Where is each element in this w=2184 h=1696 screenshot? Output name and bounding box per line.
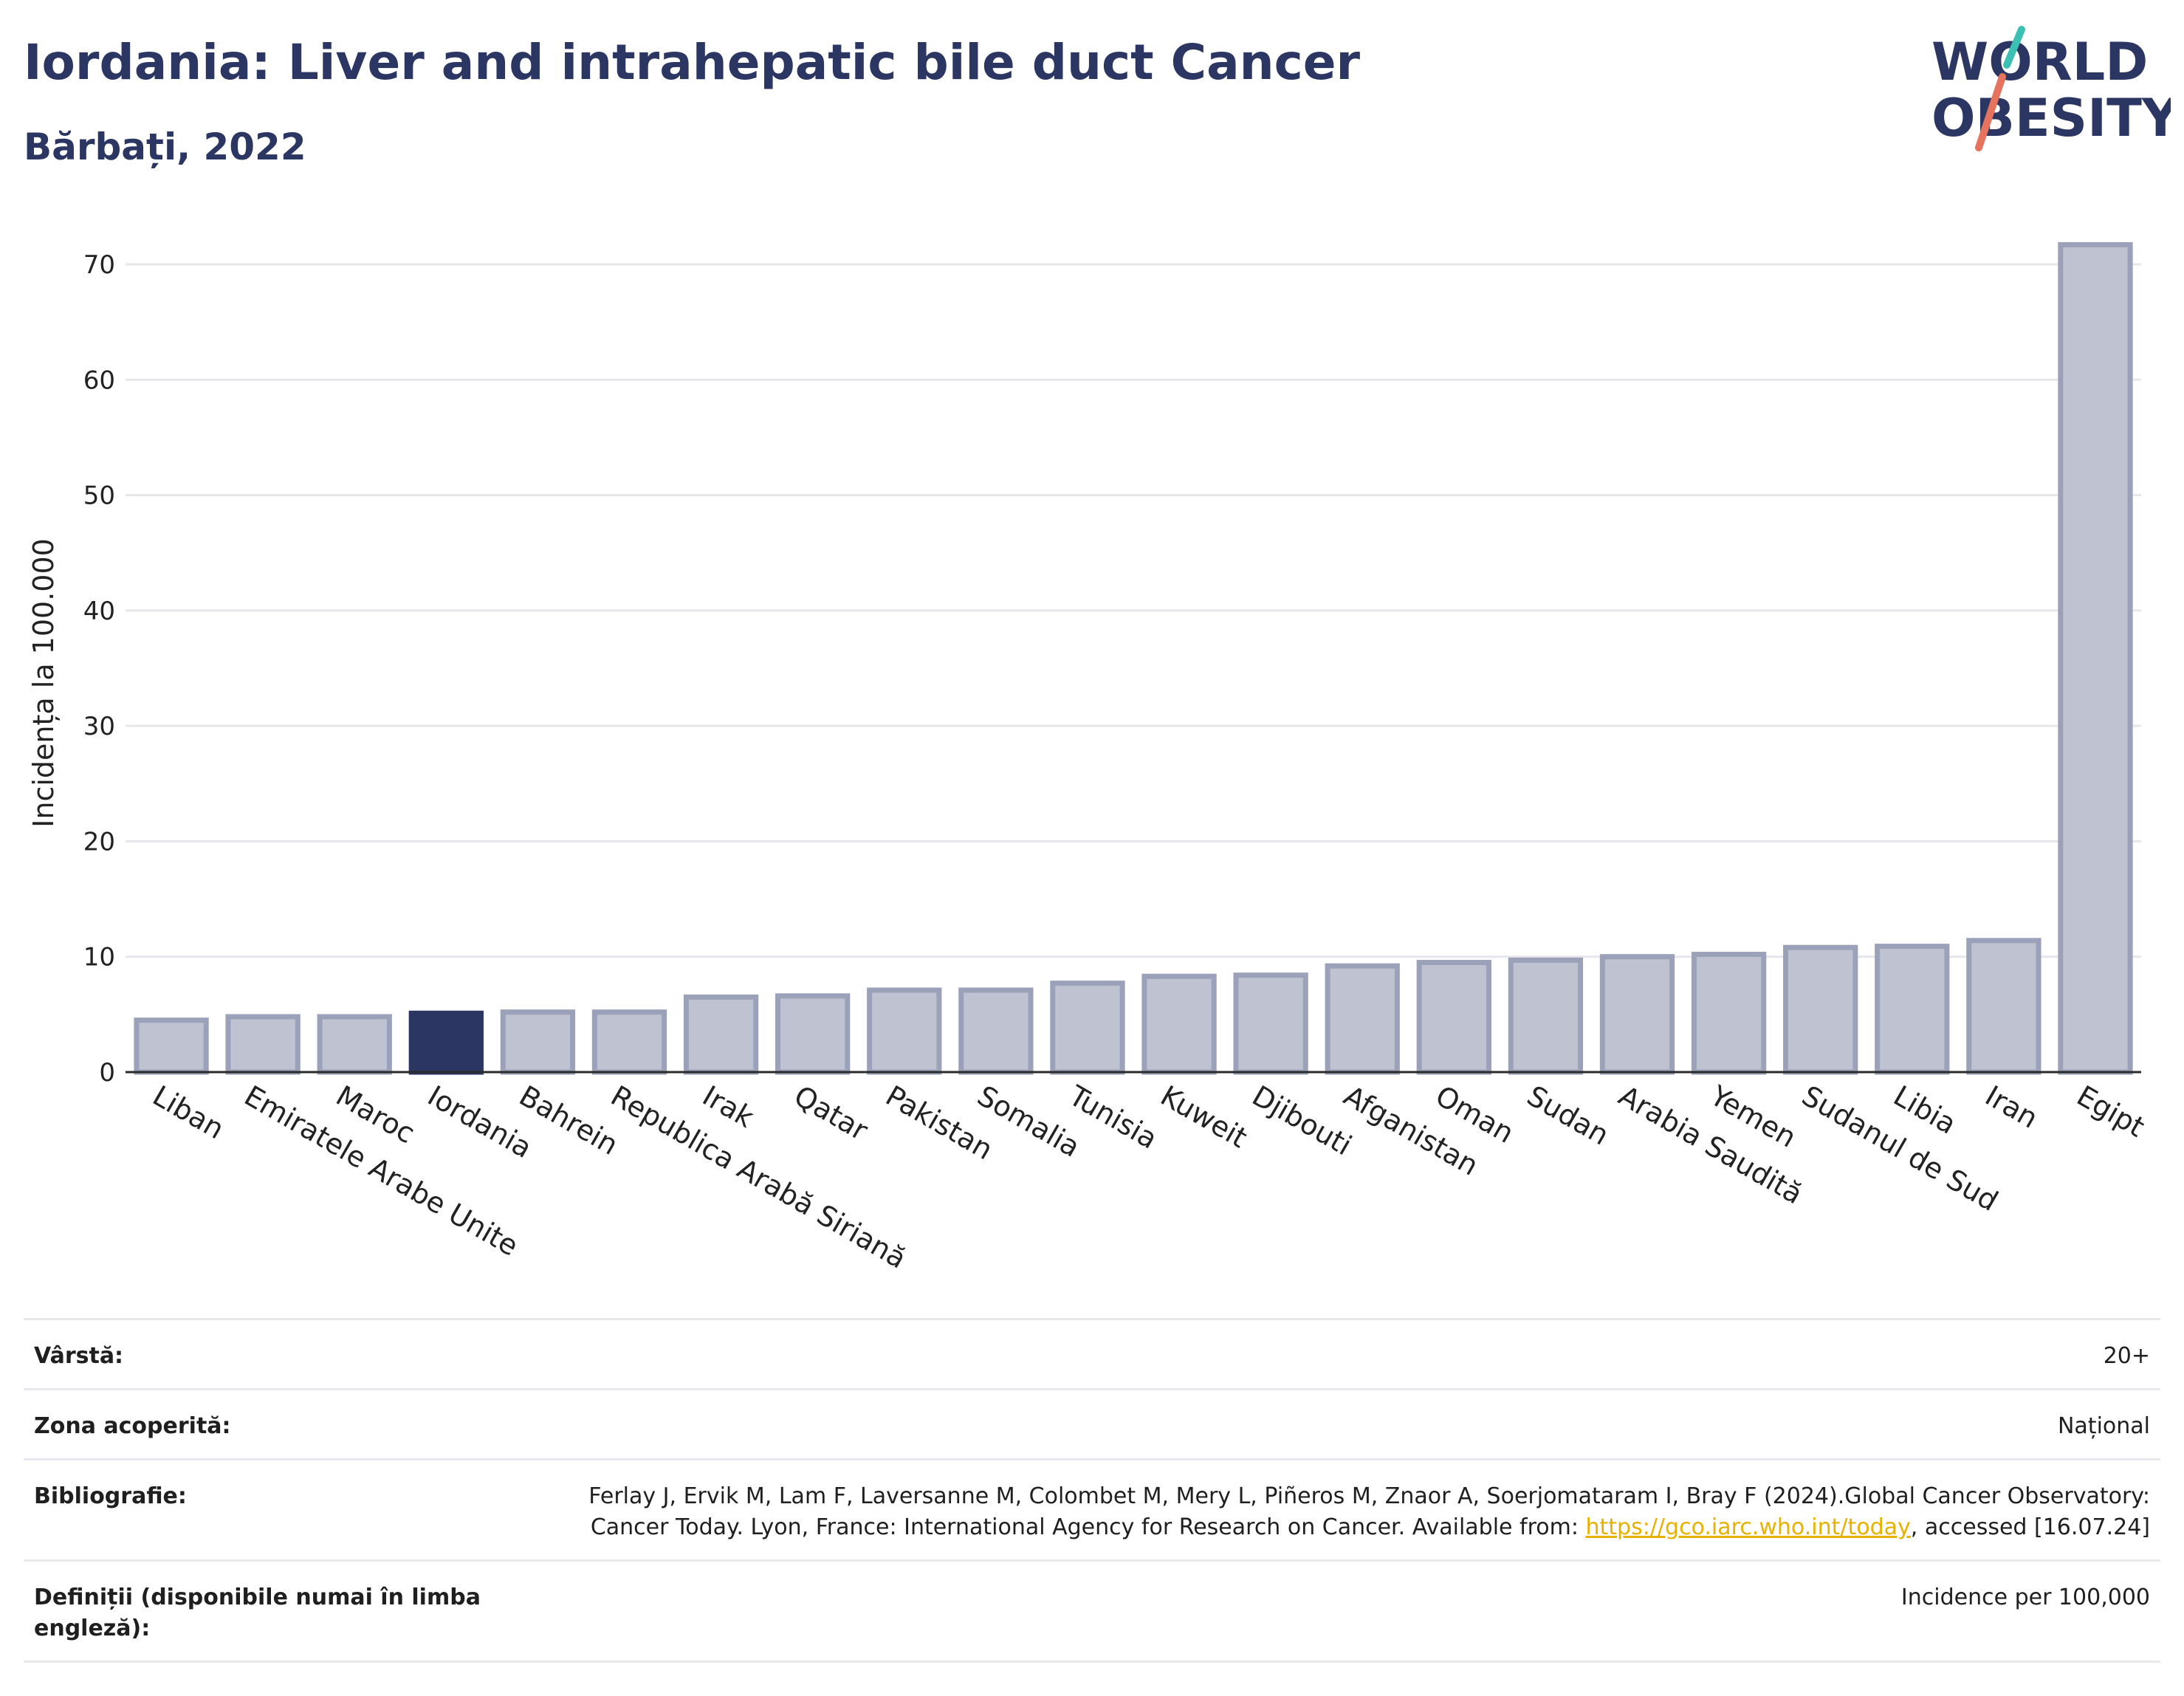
x-tick-label: Iordania [422, 1079, 538, 1164]
meta-key-definitions: Definiții (disponibile numai în limba en… [24, 1559, 502, 1663]
y-axis-label: Incidența la 100.000 [27, 538, 60, 828]
y-tick-label: 30 [83, 712, 115, 741]
x-tick-label: Egipt [2071, 1079, 2150, 1144]
x-tick-label: Kuweit [1155, 1079, 1253, 1155]
bars [134, 241, 2133, 1075]
meta-key-bibliography: Bibliografie: [24, 1458, 502, 1561]
bar-bahrein [500, 1009, 576, 1075]
meta-value-definitions: Incidence per 100,000 [502, 1559, 2160, 1663]
meta-value-bibliography: Ferlay J, Ervik M, Lam F, Laversanne M, … [502, 1458, 2160, 1561]
logo-line2: OBESITY [1931, 88, 2171, 148]
bar-republica-arabă-siriană [591, 1009, 667, 1075]
x-tick-label: Liban [148, 1079, 230, 1146]
meta-key-coverage: Zona acoperită: [24, 1388, 502, 1460]
y-tick-labels: 0 10 20 30 40 50 60 70 [83, 250, 115, 1088]
y-tick-label: 20 [83, 827, 115, 856]
bar-arabia-saudită [1599, 954, 1675, 1075]
logo-slash-teal [2003, 26, 2025, 69]
logo-slash-coral [1975, 73, 2006, 151]
grid-lines [126, 263, 2141, 958]
bar-afganistan [1325, 963, 1400, 1075]
bar-egipt [2058, 241, 2133, 1075]
page-subtitle: Bărbați, 2022 [24, 126, 306, 168]
page-title: Iordania: Liver and intrahepatic bile du… [24, 34, 1361, 91]
x-tick-label: Qatar [789, 1079, 873, 1147]
x-tick-label: Irak [697, 1079, 759, 1134]
bar-tunisia [1050, 981, 1125, 1075]
bar-libia [1875, 944, 1950, 1075]
bar-iordania [408, 1010, 484, 1075]
y-tick-label: 10 [83, 943, 115, 972]
meta-row-coverage: Zona acoperită: Național [24, 1388, 2160, 1460]
y-tick-label: 70 [83, 250, 115, 280]
x-tick-label: Bahrein [514, 1079, 624, 1161]
y-tick-label: 50 [83, 481, 115, 511]
bibliography-accessed: , accessed [16.07.24] [1910, 1514, 2150, 1540]
bar-iran [1966, 938, 2042, 1075]
bar-maroc [317, 1014, 392, 1075]
bar-yemen [1691, 952, 1767, 1075]
bar-pakistan [867, 987, 942, 1075]
logo-line1: WORLD [1931, 32, 2148, 92]
bar-irak [683, 994, 759, 1075]
meta-value-coverage: Național [502, 1388, 2160, 1460]
x-tick-label: Djibouti [1247, 1079, 1358, 1162]
x-tick-label: Iran [1979, 1079, 2043, 1135]
x-tick-label: Sudan [1522, 1079, 1615, 1152]
meta-row-bibliography: Bibliografie: Ferlay J, Ervik M, Lam F, … [24, 1458, 2160, 1561]
meta-row-definitions: Definiții (disponibile numai în limba en… [24, 1559, 2160, 1663]
bar-sudanul-de-sud [1783, 944, 1858, 1075]
meta-value-age: 20+ [502, 1318, 2160, 1390]
x-tick-label: Republica Arabă Siriană [605, 1079, 912, 1275]
bar-somalia [958, 987, 1034, 1075]
bar-kuweit [1141, 973, 1217, 1075]
bibliography-link[interactable]: https://gco.iarc.who.int/today [1585, 1514, 1911, 1540]
bibliography-text: Ferlay J, Ervik M, Lam F, Laversanne M, … [588, 1483, 2150, 1540]
world-obesity-logo: WORLD OBESITY [1931, 26, 2171, 151]
y-tick-label: 60 [83, 365, 115, 395]
bar-qatar [775, 993, 851, 1075]
bar-chart: 0 10 20 30 40 50 60 70 Liban Emiratele Arabe Uni… [27, 241, 2151, 1275]
bar-djibouti [1233, 972, 1308, 1075]
y-tick-label: 0 [99, 1058, 115, 1088]
meta-row-age: Vârstă: 20+ [24, 1318, 2160, 1390]
bar-oman [1416, 960, 1491, 1075]
bar-liban [134, 1017, 209, 1075]
y-tick-label: 40 [83, 597, 115, 626]
meta-key-age: Vârstă: [24, 1318, 502, 1390]
bar-emiratele-arabe-unite [225, 1014, 301, 1075]
bar-sudan [1508, 957, 1584, 1075]
metadata-table: Vârstă: 20+ Zona acoperită: Național Bib… [24, 1318, 2160, 1663]
